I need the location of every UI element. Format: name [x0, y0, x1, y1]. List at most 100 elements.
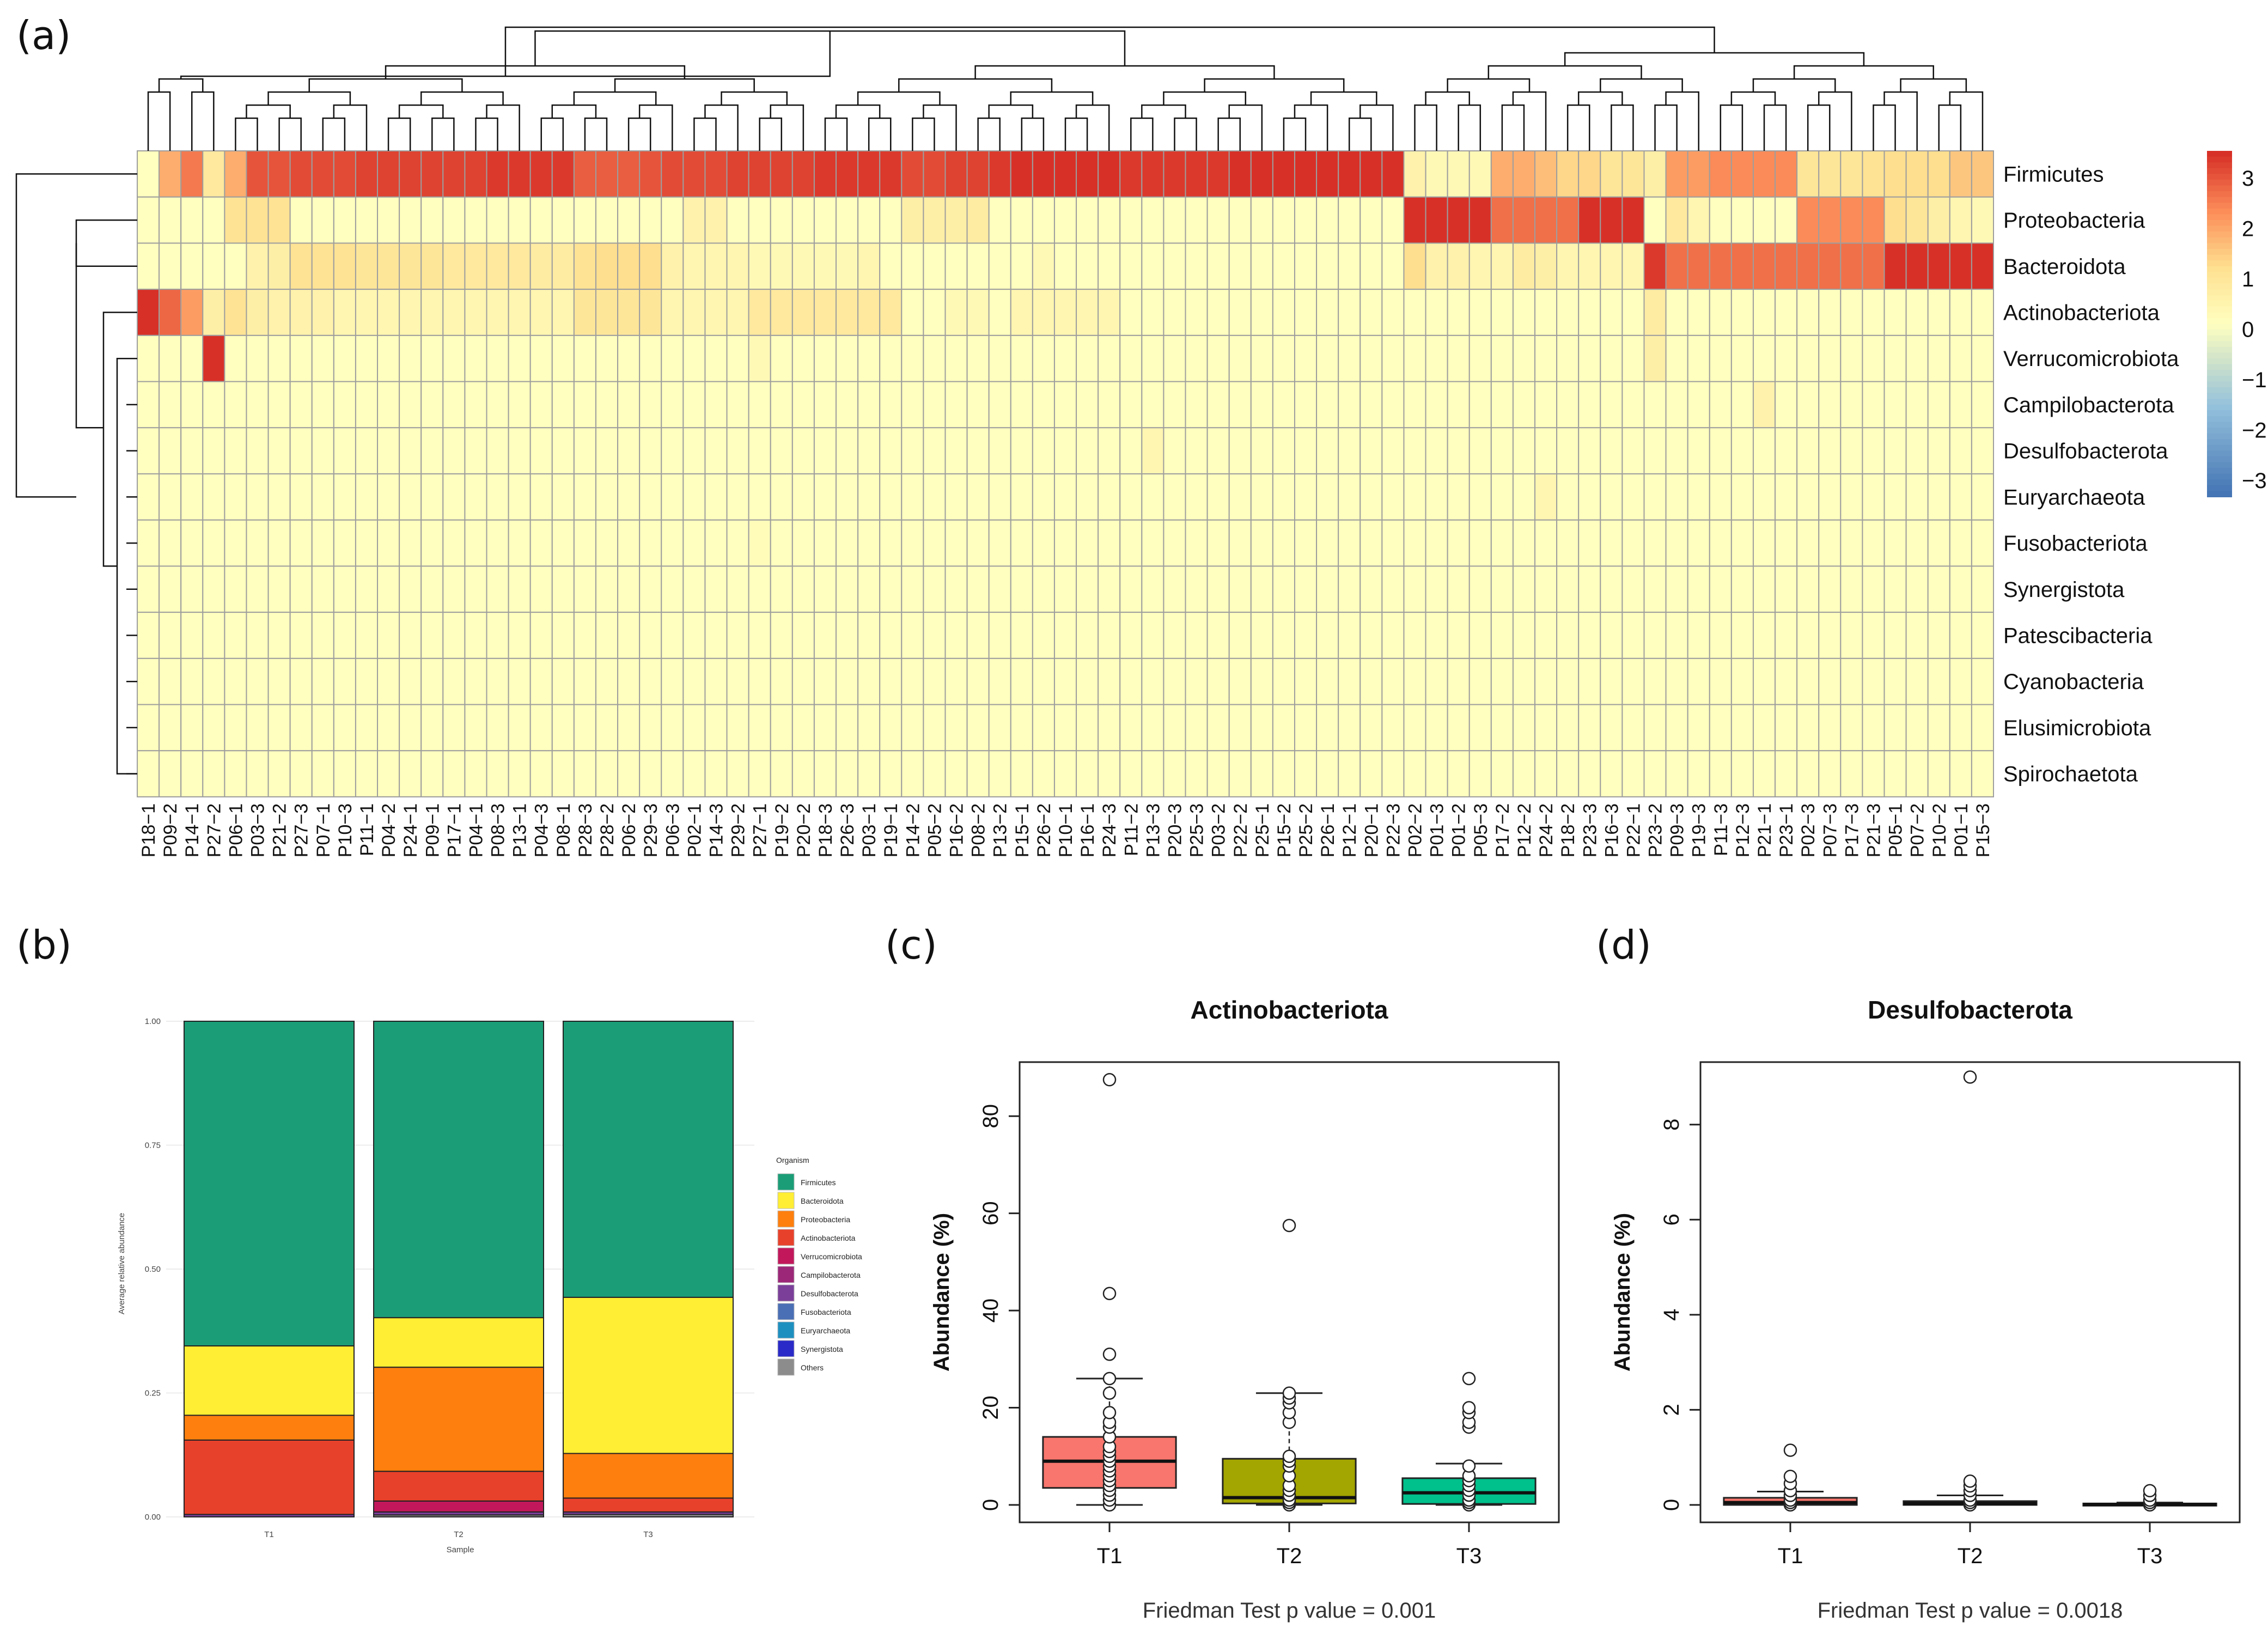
heatmap-cell: [1556, 519, 1580, 567]
heatmap-column-label: P16−3: [1601, 803, 1622, 857]
heatmap-cell: [1032, 289, 1055, 336]
heatmap-cell: [1927, 427, 1950, 474]
dendrogram-branch: [75, 219, 137, 267]
heatmap-cell: [1775, 704, 1798, 752]
heatmap-cell: [595, 704, 619, 752]
heatmap-cell: [224, 612, 247, 659]
heatmap-cell: [1949, 704, 1972, 752]
heatmap-cell: [551, 704, 575, 752]
panel-label-a: (a): [16, 13, 71, 58]
heatmap-cell: [1098, 196, 1121, 244]
heatmap-cell: [267, 150, 291, 198]
heatmap-cell: [1468, 334, 1492, 382]
heatmap-cell: [1228, 565, 1252, 613]
heatmap-cell: [551, 750, 575, 798]
heatmap-cell: [464, 704, 487, 752]
heatmap-cell: [661, 150, 684, 198]
heatmap-cell: [464, 427, 487, 474]
heatmap-cell: [158, 150, 182, 198]
heatmap-cell: [770, 242, 793, 290]
panel-label-d: (d): [1596, 922, 1651, 968]
heatmap-cell: [1381, 150, 1405, 198]
heatmap-cell: [180, 750, 204, 798]
heatmap-cell: [1775, 289, 1798, 336]
legend-gradient-step: [2207, 220, 2232, 227]
heatmap-cell: [1971, 750, 1994, 798]
heatmap-cell: [1053, 381, 1077, 429]
heatmap-cell: [1578, 473, 1601, 521]
heatmap-cell: [551, 565, 575, 613]
heatmap-cell: [1272, 381, 1295, 429]
legend-gradient-step: [2207, 295, 2232, 302]
heatmap-cell: [1905, 473, 1929, 521]
heatmap-column-label: P05−2: [924, 803, 945, 857]
heatmap-cell: [879, 150, 903, 198]
heatmap-cell: [1425, 381, 1448, 429]
heatmap-cell: [748, 242, 771, 290]
heatmap-cell: [573, 473, 596, 521]
heatmap-cell: [246, 519, 269, 567]
heatmap-cell: [1840, 427, 1863, 474]
legend-tick-label: 1: [2242, 267, 2254, 291]
heatmap-cell: [836, 242, 859, 290]
heatmap-cell: [1403, 381, 1426, 429]
heatmap-cell: [748, 519, 771, 567]
heatmap-cell: [1185, 289, 1208, 336]
heatmap-cell: [1927, 242, 1950, 290]
heatmap-column-label: P04−1: [466, 803, 486, 857]
heatmap-cell: [1381, 565, 1405, 613]
legend-swatch: [777, 1210, 795, 1228]
heatmap-cell: [202, 150, 225, 198]
heatmap-cell: [639, 334, 662, 382]
heatmap-cell: [202, 381, 225, 429]
dendrogram-branch: [1141, 104, 1186, 118]
heatmap-cell: [1927, 519, 1950, 567]
heatmap-cell: [1600, 242, 1623, 290]
heatmap-cell: [442, 612, 466, 659]
heatmap-column-label: P18−3: [815, 803, 836, 857]
legend-gradient-step: [2207, 375, 2232, 382]
heatmap-cell: [726, 704, 749, 752]
bar-segment: [184, 1439, 355, 1515]
heatmap-cell: [1294, 519, 1318, 567]
heatmap-cell: [158, 427, 182, 474]
heatmap-cell: [770, 196, 793, 244]
heatmap-cell: [1862, 381, 1885, 429]
heatmap-cell: [333, 473, 356, 521]
heatmap-cell: [1185, 473, 1208, 521]
heatmap-cell: [1927, 150, 1950, 198]
heatmap-cell: [857, 750, 881, 798]
dendrogram-branch: [1730, 91, 1776, 105]
heatmap-cell: [726, 519, 749, 567]
heatmap-cell: [180, 704, 204, 752]
legend-title: Organism: [776, 1156, 809, 1164]
heatmap-cell: [944, 657, 968, 705]
heatmap-cell: [726, 657, 749, 705]
heatmap-cell: [1272, 612, 1295, 659]
heatmap-column-label: P19−3: [1689, 803, 1710, 857]
heatmap-cell: [661, 612, 684, 659]
heatmap-cell: [1272, 196, 1295, 244]
dendrogram-branch: [1294, 104, 1328, 151]
heatmap-cell: [1338, 196, 1361, 244]
heatmap-cell: [333, 196, 356, 244]
legend-gradient-step: [2207, 254, 2232, 261]
heatmap-cell: [1752, 334, 1776, 382]
heatmap-cell: [1316, 150, 1339, 198]
heatmap-cell: [1381, 242, 1405, 290]
heatmap-column-label: P07−2: [1907, 803, 1928, 857]
data-point: [1783, 1443, 1797, 1457]
heatmap-cell: [137, 196, 160, 244]
heatmap-cell: [355, 704, 379, 752]
heatmap-cell: [442, 334, 466, 382]
heatmap-cell: [1316, 427, 1339, 474]
heatmap-cell: [1098, 473, 1121, 521]
heatmap-cell: [1534, 427, 1558, 474]
heatmap-cell: [1971, 565, 1994, 613]
heatmap-cell: [1163, 289, 1186, 336]
heatmap-cell: [923, 704, 946, 752]
heatmap-cell: [1730, 289, 1754, 336]
heatmap-row-label: Synergistota: [2003, 578, 2125, 602]
heatmap-cell: [1403, 612, 1426, 659]
heatmap-cell: [1687, 381, 1710, 429]
